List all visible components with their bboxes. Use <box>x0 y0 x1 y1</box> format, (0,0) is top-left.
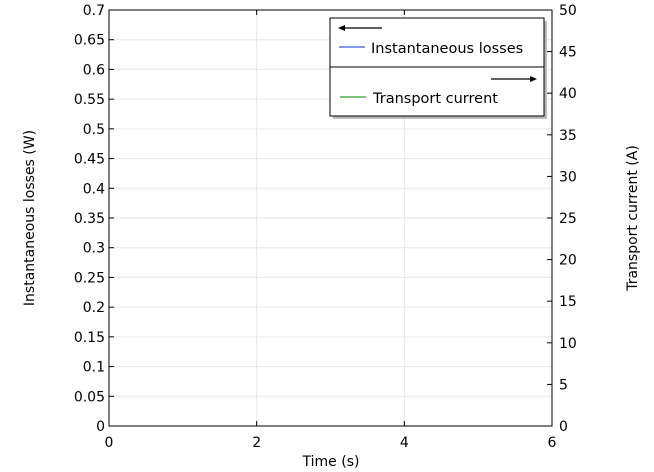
x-tick-label: 6 <box>548 435 557 451</box>
y-left-tick-label: 0.6 <box>83 62 105 78</box>
y-right-tick-label: 20 <box>559 253 577 269</box>
y-left-tick-label: 0.5 <box>83 122 105 138</box>
right-arrowhead-icon <box>530 76 537 82</box>
legend-label-instantaneous-losses: Instantaneous losses <box>371 41 523 57</box>
legend-entry-transport-current: Transport current <box>340 76 537 107</box>
y-right-tick-label: 5 <box>559 377 568 393</box>
x-tick-label: 4 <box>400 435 409 451</box>
legend-label-transport-current: Transport current <box>372 91 498 107</box>
y-right-axis-ticks: 0 5 10 15 20 25 30 35 40 45 50 <box>547 3 577 435</box>
y-left-tick-label: 0.2 <box>83 300 105 316</box>
y-right-tick-label: 40 <box>559 86 577 102</box>
y-left-tick-label: 0 <box>96 419 105 435</box>
y-left-tick-label: 0.55 <box>74 92 105 108</box>
y-left-axis-ticks: 0 0.05 0.1 0.15 0.2 0.25 0.3 0.35 0.4 0.45 0.5 0.55… <box>74 3 114 435</box>
y-right-tick-label: 45 <box>559 45 577 61</box>
y-left-tick-label: 0.15 <box>74 330 105 346</box>
x-tick-label: 0 <box>105 435 114 451</box>
y-left-tick-label: 0.4 <box>83 181 105 197</box>
y-right-tick-label: 30 <box>559 169 577 185</box>
y-left-tick-label: 0.3 <box>83 241 105 257</box>
x-axis-label: Time (s) <box>302 454 360 470</box>
y-right-tick-label: 15 <box>559 294 577 310</box>
left-arrowhead-icon <box>338 25 345 31</box>
y-right-tick-label: 25 <box>559 211 577 227</box>
y-left-axis-label: Instantaneous losses (W) <box>22 130 38 306</box>
y-right-tick-label: 50 <box>559 3 577 19</box>
x-tick-label: 2 <box>252 435 261 451</box>
y-right-tick-label: 10 <box>559 336 577 352</box>
y-left-tick-label: 0.25 <box>74 270 105 286</box>
y-right-axis-label: Transport current (A) <box>625 145 641 292</box>
legend: Instantaneous losses Transport current <box>329 17 547 119</box>
y-right-tick-label: 35 <box>559 128 577 144</box>
x-axis-ticks: 0 2 4 6 <box>105 10 557 451</box>
y-left-tick-label: 0.35 <box>74 211 105 227</box>
y-left-tick-label: 0.05 <box>74 389 105 405</box>
y-right-tick-label: 0 <box>559 419 568 435</box>
y-left-tick-label: 0.1 <box>83 360 105 376</box>
y-left-tick-label: 0.65 <box>74 33 105 49</box>
y-left-tick-label: 0.7 <box>83 3 105 19</box>
legend-entry-instantaneous-losses: Instantaneous losses <box>338 25 523 57</box>
y-left-tick-label: 0.45 <box>74 152 105 168</box>
